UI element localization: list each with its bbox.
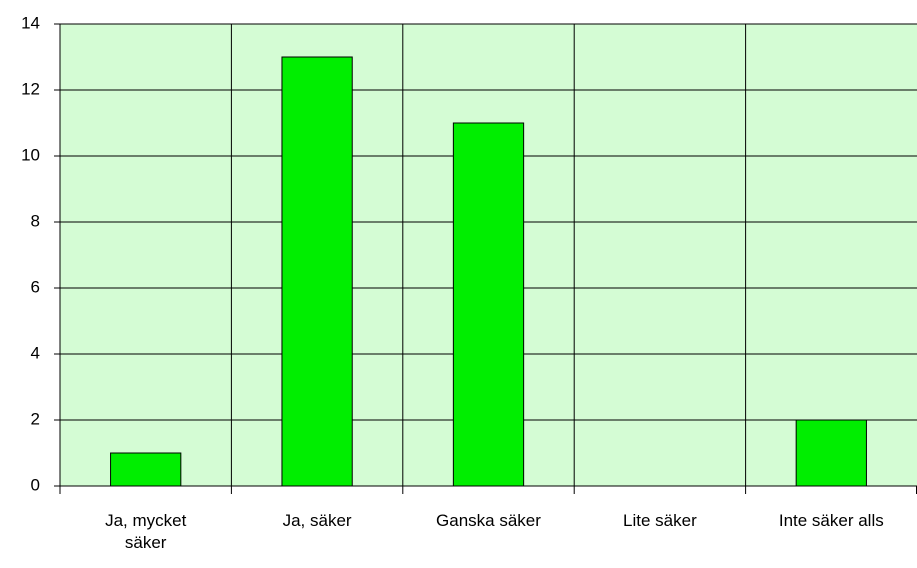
y-tick-label: 14 (21, 13, 40, 32)
y-tick-label: 6 (31, 277, 40, 296)
y-tick-label: 4 (31, 343, 40, 362)
x-tick-label: Inte säker alls (778, 511, 884, 530)
y-tick-label: 2 (31, 409, 40, 428)
x-tick-label: Lite säker (623, 511, 697, 530)
x-tick-label-box: Inte säker alls (778, 511, 884, 530)
y-tick-label: 12 (21, 79, 40, 98)
bar (452, 122, 525, 487)
y-tick-label: 10 (21, 145, 40, 164)
x-tick-label: Ja, säker (282, 511, 352, 530)
y-tick-label: 0 (31, 475, 40, 494)
x-tick-label-box: Ja, säker (282, 511, 352, 530)
bar (110, 452, 182, 487)
x-tick-label-box: Ganska säker (436, 511, 541, 530)
bar (281, 56, 353, 487)
x-tick-label-box: Ja, mycket säker (105, 511, 187, 552)
x-tick-label: Ja, mycket säker (105, 511, 187, 552)
x-tick-label: Ganska säker (436, 511, 541, 530)
y-tick-label: 8 (31, 211, 40, 230)
bar (795, 419, 867, 487)
x-tick-label-box: Lite säker (623, 511, 697, 530)
